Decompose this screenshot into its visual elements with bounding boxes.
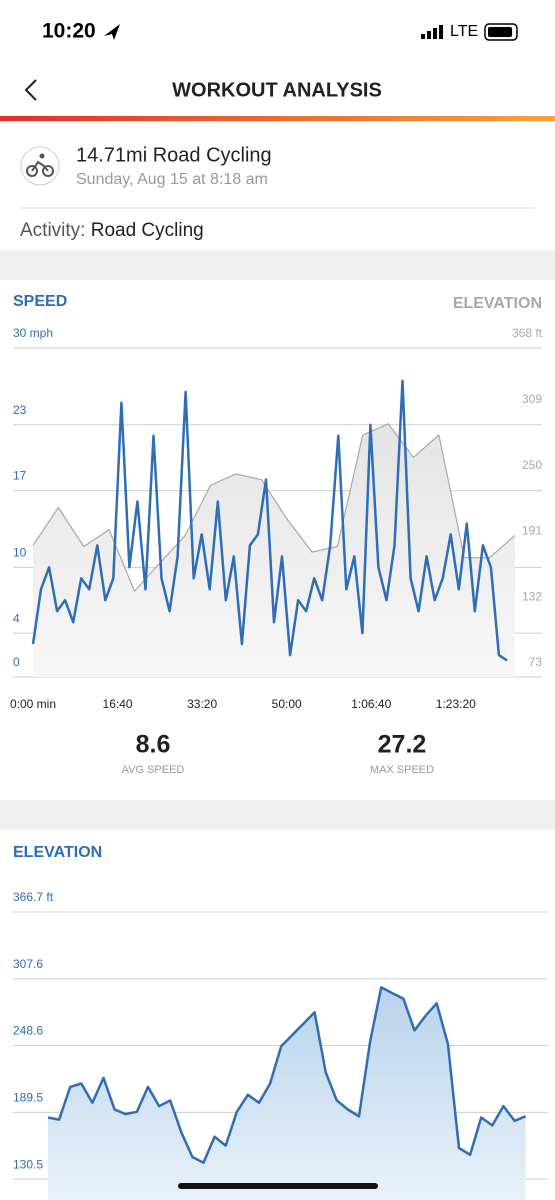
back-button[interactable] [24,79,37,101]
workout-date: Sunday, Aug 15 at 8:18 am [76,171,268,188]
y2-tick-label: 309 [522,392,542,406]
battery [484,23,518,41]
elevation-toggle[interactable]: ELEVATION [453,295,542,312]
y2-tick-label: 250 [522,458,542,472]
page-title: WORKOUT ANALYSIS [172,79,382,101]
signal [421,25,443,39]
activity-label: Activity: Road Cycling [20,220,204,241]
battery-level [488,27,512,37]
line [47,986,527,1164]
y-tick-label: 248.6 [13,1024,43,1038]
avg-speed: 8.6 [136,731,171,759]
activity-key: Activity: [20,220,85,241]
elevation-title: ELEVATION [13,844,102,861]
header-bar [0,116,555,121]
y-tick-label: 4 [13,611,20,625]
workout-card [0,122,555,250]
x-tick-label: 1:06:40 [351,697,391,711]
bike [26,160,54,177]
max-speed: 27.2 [378,731,427,759]
rider-head [39,153,45,159]
y-tick-label: 130.5 [13,1157,43,1171]
avg-speed-label: AVG SPEED [122,764,185,776]
workout-title: 14.71mi Road Cycling [76,144,272,166]
y-tick-label: 307.6 [13,957,43,971]
y-tick-label: 366.7 ft [13,890,54,904]
y2-tick-label: 132 [522,589,542,603]
y-tick-label: 189.5 [13,1091,43,1105]
y2-tick-label: 368 ft [512,326,543,340]
y-tick-label: 10 [13,546,27,560]
activity-value: Road Cycling [91,220,204,241]
x-tick-label: 16:40 [103,697,133,711]
y-tick-label: 23 [13,403,27,417]
header-bg [0,0,555,118]
cycling-icon [20,146,60,186]
y2-tick-label: 191 [522,524,542,538]
y-tick-label: 0 [13,655,20,669]
area [33,423,515,677]
y-tick-label: 30 mph [13,326,53,340]
clock: 10:20 [42,20,96,43]
plot [31,379,516,677]
x-tick-label: 1:23:20 [436,697,476,711]
line [32,423,516,592]
home-indicator [178,1183,378,1189]
y2-tick-label: 73 [529,655,543,669]
area [48,987,526,1200]
max-speed-label: MAX SPEED [370,764,434,776]
y-tick-label: 17 [13,469,27,483]
x-tick-label: 50:00 [272,697,302,711]
x-tick-label: 0:00 min [10,697,56,711]
plot [47,986,527,1200]
x-tick-label: 33:20 [187,697,217,711]
speed-title: SPEED [13,293,67,310]
network: LTE [450,23,478,40]
line [31,379,508,662]
location-icon [104,24,120,40]
